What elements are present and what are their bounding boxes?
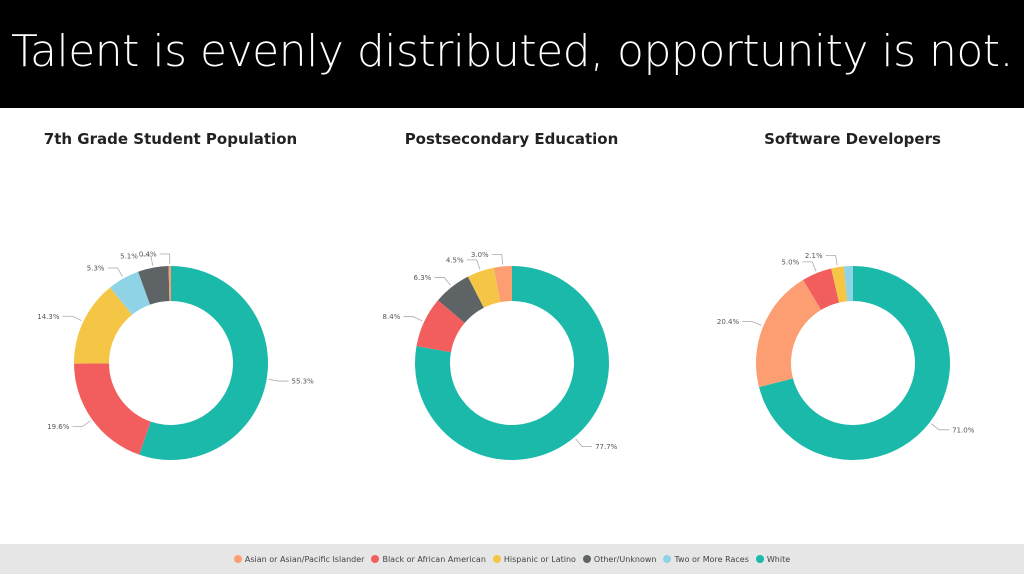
legend-item: Two or More Races — [663, 554, 749, 564]
title-banner: Talent is evenly distributed, opportunit… — [0, 0, 1024, 108]
data-label: 55.3% — [291, 378, 314, 386]
legend-label: Two or More Races — [674, 554, 749, 564]
leader-line — [575, 438, 593, 447]
leader-line — [159, 253, 171, 265]
donut-chart: 71.0% 20.4% 5.0% 2.1% — [717, 252, 975, 461]
leader-line — [107, 267, 123, 277]
legend-swatch — [371, 555, 380, 563]
legend-swatch — [492, 555, 501, 563]
legend-label: White — [766, 554, 791, 564]
data-label: 20.4% — [717, 318, 740, 326]
leader-line — [742, 321, 762, 326]
leader-line — [403, 316, 423, 322]
donut-slice — [803, 268, 840, 310]
data-label: 4.5% — [446, 256, 464, 264]
chart-7th-grade: 7th Grade Student Population 55.3% 19.6% 1… — [0, 108, 341, 544]
leader-line — [802, 261, 817, 272]
data-label: 5.3% — [87, 264, 105, 272]
data-label: 0.4% — [139, 251, 157, 259]
legend-item: Other/Unknown — [582, 554, 657, 564]
donut-slice — [416, 300, 465, 353]
data-label: 3.0% — [471, 251, 489, 259]
data-label: 71.0% — [952, 426, 975, 434]
leader-line — [434, 277, 451, 286]
legend-label: Asian or Asian/Pacific Islander — [244, 554, 365, 564]
donut-slice — [467, 267, 501, 308]
page-title: Talent is evenly distributed, opportunit… — [10, 26, 1014, 77]
leader-line — [268, 379, 289, 382]
legend-bar: Asian or Asian/Pacific Islander Black or … — [0, 544, 1024, 574]
chart-software-developers: Software Developers 71.0% 20.4% 5.0% 2.1% — [682, 108, 1023, 544]
leader-line — [62, 315, 82, 321]
chart-title: Software Developers — [764, 130, 941, 148]
data-label: 77.7% — [595, 443, 618, 451]
donut-slice — [74, 363, 151, 455]
legend-label: Hispanic or Latino — [503, 554, 576, 564]
data-label: 5.1% — [120, 252, 138, 260]
leader-line — [72, 420, 91, 427]
data-label: 14.3% — [37, 313, 60, 321]
leader-line — [466, 259, 481, 270]
donut-slice — [415, 266, 609, 460]
legend-swatch — [663, 555, 672, 563]
legend-item: Black or African American — [371, 554, 486, 564]
data-label: 6.3% — [414, 274, 432, 282]
legend-swatch — [582, 555, 591, 563]
donut-slice — [138, 266, 170, 305]
donut-slice — [759, 266, 950, 461]
donut-slice — [139, 266, 269, 460]
legend-label: Other/Unknown — [593, 554, 657, 564]
donut-slice — [493, 266, 512, 303]
donut-slice — [831, 266, 848, 303]
donut-slice — [756, 279, 822, 388]
data-label: 5.0% — [781, 258, 799, 266]
leader-line — [825, 254, 838, 266]
donut-slice — [74, 287, 133, 364]
donut-chart: 55.3% 19.6% 14.3% 5.3% 5.1% 0.4% — [37, 251, 314, 460]
leader-line — [930, 423, 950, 431]
leader-line — [140, 255, 154, 266]
chart-postsecondary: Postsecondary Education 77.7% 8.4% 6.3% 4.5… — [341, 108, 682, 544]
legend: Asian or Asian/Pacific Islander Black or … — [0, 544, 1024, 574]
donut-chart: 77.7% 8.4% 6.3% 4.5% 3.0% — [383, 251, 618, 460]
legend-label: Black or African American — [382, 554, 486, 564]
data-label: 2.1% — [805, 252, 823, 260]
chart-title: 7th Grade Student Population — [43, 130, 298, 148]
donut-slice — [437, 276, 484, 323]
legend-item: Hispanic or Latino — [492, 554, 576, 564]
chart-title: Postsecondary Education — [404, 130, 619, 148]
donut-slice — [110, 271, 150, 315]
data-label: 8.4% — [383, 313, 401, 321]
donut-slice — [168, 266, 171, 302]
donut-slice — [843, 266, 853, 302]
legend-item: Asian or Asian/Pacific Islander — [233, 554, 365, 564]
legend-swatch — [233, 555, 242, 563]
leader-line — [491, 254, 504, 265]
legend-item: White — [755, 554, 791, 564]
legend-swatch — [755, 555, 764, 563]
data-label: 19.6% — [47, 423, 70, 431]
